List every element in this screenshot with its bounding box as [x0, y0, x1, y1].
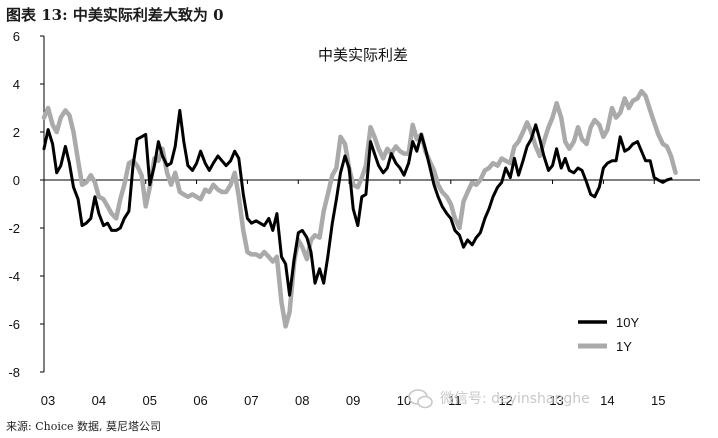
- watermark-text: 微信号: deyinshanghe: [440, 391, 590, 407]
- wechat-icon: [408, 389, 433, 409]
- x-tick-label: 05: [142, 393, 156, 408]
- series-line-1y: [41, 88, 678, 329]
- chart-legend: 10Y 1Y: [578, 315, 639, 354]
- y-tick-label: 0: [13, 173, 20, 188]
- y-tick-label: 2: [13, 125, 20, 140]
- x-tick-label: 15: [651, 393, 665, 408]
- y-tick-label: -8: [8, 365, 20, 380]
- y-tick-label: -4: [8, 269, 20, 284]
- x-tick-label: 11: [448, 393, 462, 408]
- y-tick-label: -6: [8, 317, 20, 332]
- legend-label-10y: 10Y: [616, 315, 639, 330]
- series-line-10y: [42, 108, 673, 297]
- x-tick-label: 04: [92, 393, 106, 408]
- x-tick-label: 09: [346, 393, 360, 408]
- chart-series: [41, 88, 678, 329]
- figure-title: 图表 13: 中美实际利差大致为 0: [6, 6, 224, 24]
- x-tick-label: 14: [600, 393, 614, 408]
- y-tick-label: -2: [8, 221, 20, 236]
- chart-axes: [43, 36, 700, 372]
- x-tick-label: 03: [41, 393, 55, 408]
- y-tick-label: 4: [13, 77, 20, 92]
- chart-ticks: -8 -6 -4 -2 0 2 4 6 03 04 05 06 07 08 09 10 11 12 13 14 15: [8, 29, 665, 408]
- x-tick-label: 12: [498, 393, 512, 408]
- y-tick-label: 6: [13, 29, 20, 44]
- source-note: 来源: Choice 数据, 莫尼塔公司: [6, 420, 162, 433]
- legend-label-1y: 1Y: [616, 339, 632, 354]
- x-tick-label: 10: [397, 393, 411, 408]
- x-tick-label: 13: [549, 393, 563, 408]
- x-tick-label: 06: [193, 393, 207, 408]
- chart-title: 中美实际利差: [318, 46, 408, 64]
- x-tick-label: 08: [295, 393, 309, 408]
- x-tick-label: 07: [244, 393, 258, 408]
